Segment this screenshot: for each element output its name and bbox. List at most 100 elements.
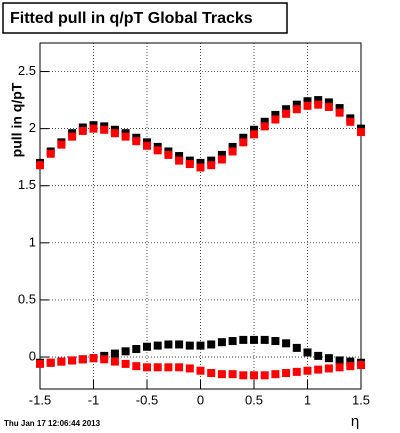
marker [207, 161, 216, 170]
marker [78, 355, 87, 364]
marker [314, 351, 323, 360]
marker [100, 125, 109, 134]
marker [36, 359, 44, 368]
marker [217, 370, 226, 379]
marker [314, 100, 323, 109]
x-tick-label: 0.5 [245, 392, 263, 407]
marker [175, 363, 184, 372]
marker [282, 105, 291, 114]
marker [292, 343, 301, 352]
marker [260, 371, 269, 380]
marker [282, 369, 291, 378]
marker [175, 340, 184, 349]
marker [175, 156, 184, 165]
y-tick-label: 2 [29, 120, 36, 135]
title-box [2, 2, 288, 34]
y-tick-label: 1.5 [18, 177, 36, 192]
marker [185, 341, 194, 350]
marker [132, 137, 141, 146]
marker [196, 341, 205, 350]
marker [185, 160, 194, 169]
marker [250, 371, 258, 380]
marker [207, 369, 216, 378]
marker [324, 98, 333, 107]
marker [292, 105, 301, 114]
y-tick-label: 2.5 [18, 63, 36, 78]
marker [228, 370, 237, 379]
marker [143, 141, 151, 150]
marker [153, 146, 162, 155]
marker [335, 356, 344, 365]
marker [164, 150, 173, 159]
marker [303, 348, 312, 357]
marker [217, 155, 226, 164]
marker [250, 130, 258, 139]
marker [175, 152, 184, 161]
marker [46, 149, 55, 158]
y-axis-label: pull in q/pT [9, 82, 25, 157]
marker [260, 117, 269, 126]
marker [78, 126, 87, 135]
marker [89, 124, 98, 133]
marker [196, 163, 205, 172]
x-tick-label: 1.5 [352, 392, 370, 407]
marker [335, 104, 344, 113]
marker [239, 133, 248, 142]
marker [153, 341, 162, 350]
marker [132, 345, 141, 354]
x-axis-label: η [351, 413, 359, 430]
y-tick-label: 0 [29, 348, 36, 363]
marker [239, 138, 248, 147]
marker [143, 342, 151, 351]
marker [324, 364, 333, 373]
marker [303, 101, 312, 110]
x-tick-label: -1.5 [29, 392, 51, 407]
marker [110, 357, 119, 366]
y-tick-label: 1 [29, 234, 36, 249]
marker [292, 367, 301, 376]
marker [196, 158, 205, 167]
marker [314, 365, 323, 374]
marker [57, 357, 66, 366]
marker [271, 110, 280, 119]
marker [303, 97, 312, 106]
marker [260, 335, 269, 344]
y-tick-label: 0.5 [18, 291, 36, 306]
marker [260, 122, 269, 131]
marker [207, 340, 216, 349]
marker [153, 363, 162, 372]
marker [110, 129, 119, 138]
marker [196, 366, 205, 375]
marker [207, 156, 216, 165]
marker [271, 337, 280, 346]
marker [357, 361, 365, 370]
marker [121, 132, 130, 141]
marker [36, 161, 44, 170]
marker [217, 150, 226, 159]
marker [282, 109, 291, 118]
marker [346, 357, 355, 366]
marker [324, 102, 333, 111]
marker [185, 364, 194, 373]
marker [250, 125, 258, 134]
x-tick-label: -1 [88, 392, 100, 407]
x-tick-label: -0.5 [136, 392, 158, 407]
marker [228, 142, 237, 151]
plot-frame [39, 42, 362, 390]
marker [89, 354, 98, 363]
marker [282, 339, 291, 348]
marker [335, 108, 344, 117]
marker [335, 363, 344, 372]
marker [228, 147, 237, 156]
timestamp: Thu Jan 17 12:06:44 2013 [4, 419, 101, 428]
marker [164, 363, 173, 372]
x-tick-label: 1 [304, 392, 311, 407]
marker [239, 335, 248, 344]
marker [132, 362, 141, 371]
chart-title: Fitted pull in q/pT Global Tracks [10, 10, 253, 27]
marker [143, 363, 151, 372]
marker [68, 132, 77, 141]
marker [110, 349, 119, 358]
marker [271, 370, 280, 379]
